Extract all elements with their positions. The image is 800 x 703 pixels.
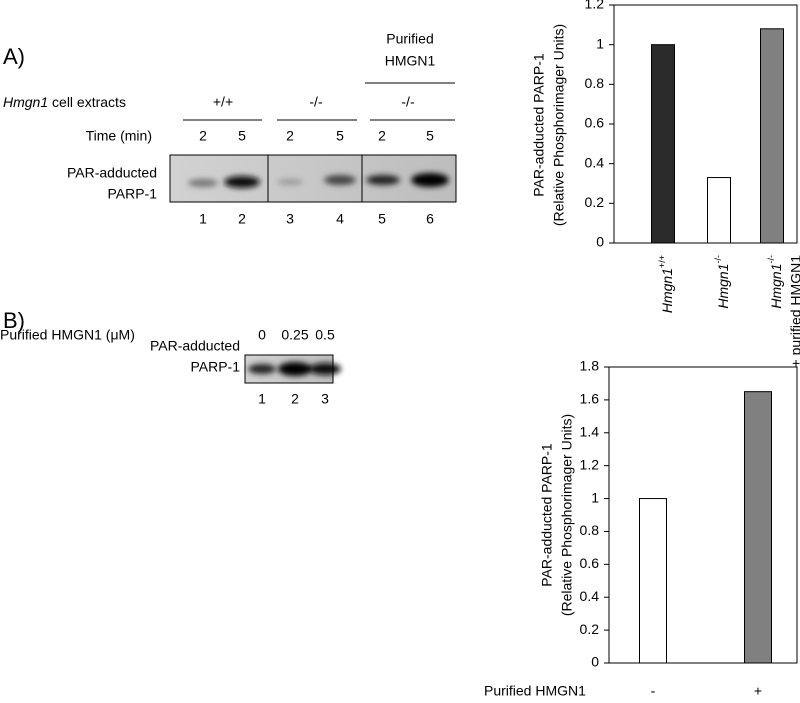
y-axis-label: PAR-adducted PARP-1 (539, 443, 555, 587)
bar (744, 391, 772, 664)
y-tick-label: 1.8 (580, 358, 600, 374)
y-axis-label: (Relative Phosphorimager Units) (551, 24, 567, 226)
y-tick-label: 1.2 (585, 0, 605, 12)
x-tick-label: - (651, 683, 656, 699)
panel-label: A) (3, 44, 25, 69)
y-tick-label: 1.6 (580, 391, 600, 407)
plot-frame (613, 4, 798, 244)
y-axis-label: (Relative Phosphorimager Units) (559, 414, 575, 616)
lane-number: 4 (336, 211, 344, 227)
band-label: PARP-1 (107, 186, 157, 202)
gel (170, 155, 456, 202)
lane-number: 2 (291, 391, 299, 407)
concentration: 0.5 (315, 327, 335, 343)
time: 2 (286, 128, 294, 144)
category-superscript: -/- (766, 255, 776, 264)
plot-frame (608, 366, 798, 664)
bar (707, 177, 731, 244)
y-tick-label: 0.8 (580, 522, 600, 538)
lane-number: 1 (199, 211, 207, 227)
x-tick-label: Hmgn1-/- (713, 255, 730, 309)
x-tick-label: Hmgn1-/- (766, 255, 783, 309)
time: 2 (199, 128, 207, 144)
y-tick-label: 0.6 (585, 115, 605, 131)
time: 2 (378, 128, 386, 144)
category-name: Hmgn1 (715, 264, 731, 309)
y-tick-label: 0.4 (580, 588, 600, 604)
bands (188, 173, 449, 188)
row-label-italic: Hmgn1 (3, 94, 48, 110)
category-superscript: +/+ (657, 255, 667, 268)
concentration: 0 (258, 327, 266, 343)
lane-number: 5 (378, 211, 386, 227)
band-label: PAR-adducted (67, 165, 157, 181)
y-tick-label: 1.4 (580, 423, 600, 439)
category-name: Hmgn1 (659, 268, 675, 313)
band-label: PARP-1 (190, 359, 240, 375)
category-name: Hmgn1 (768, 264, 784, 309)
y-tick-label: 0.8 (585, 75, 605, 91)
x-axis-label: Purified HMGN1 (484, 683, 586, 699)
y-tick-label: 1 (596, 35, 604, 51)
row-label: Hmgn1 cell extracts (3, 94, 126, 110)
gel-frame (169, 154, 457, 203)
y-tick-label: 1.2 (580, 456, 600, 472)
lane-number: 2 (238, 211, 246, 227)
time: 5 (426, 128, 434, 144)
y-tick-label: 0.6 (580, 555, 600, 571)
genotype: -/- (309, 94, 323, 110)
bands (248, 362, 341, 376)
conc-label: Purified HMGN1 (μM) (0, 327, 135, 343)
x-tick-label: Hmgn1+/+ (657, 255, 674, 313)
y-tick-label: 1 (591, 489, 599, 505)
concentration: 0.25 (281, 327, 308, 343)
bar (760, 28, 784, 244)
bar (639, 498, 667, 664)
time: 5 (336, 128, 344, 144)
y-tick-label: 0.2 (585, 194, 605, 210)
row-label-rest: cell extracts (52, 94, 126, 110)
gel-frame (244, 354, 334, 384)
lane-number: 6 (426, 211, 434, 227)
header: Purified (386, 31, 433, 47)
x-tick-label: + (754, 683, 762, 699)
time-label: Time (min) (86, 128, 152, 144)
y-tick-label: 0.2 (580, 621, 600, 637)
category-superscript: -/- (713, 255, 723, 264)
header: HMGN1 (385, 53, 436, 69)
band-label: PAR-adducted (150, 338, 240, 354)
lane-number: 3 (321, 391, 329, 407)
x-tick-note: + purified HMGN1 (788, 255, 800, 368)
lane-number: 3 (286, 211, 294, 227)
lane-number: 1 (258, 391, 266, 407)
y-axis-label: PAR-adducted PARP-1 (531, 53, 547, 197)
y-tick-label: 0 (591, 654, 599, 670)
genotype: -/- (401, 94, 415, 110)
panel-label: B) (3, 308, 25, 333)
y-tick-label: 0 (596, 234, 604, 250)
bar (651, 44, 675, 244)
time: 5 (238, 128, 246, 144)
y-tick-label: 0.4 (585, 154, 605, 170)
genotype: +/+ (213, 94, 233, 110)
